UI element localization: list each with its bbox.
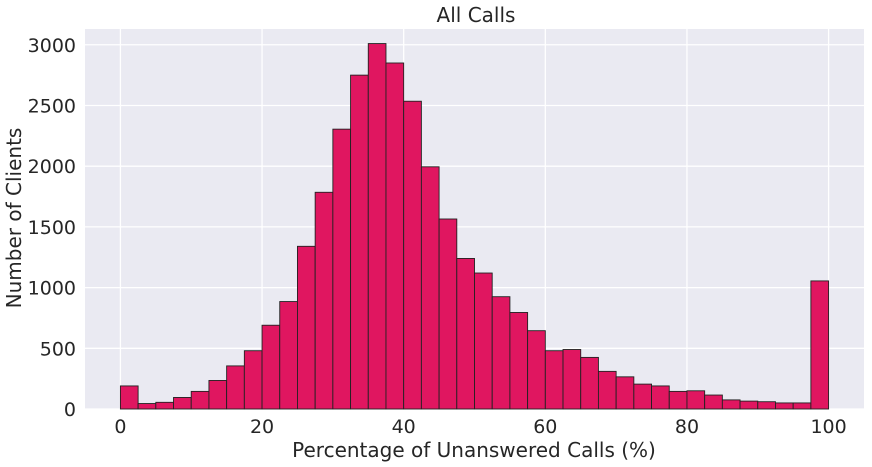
histogram-bar	[491, 296, 511, 410]
histogram-bar	[562, 349, 582, 410]
histogram-bar	[279, 301, 298, 410]
histogram-bar	[190, 390, 210, 410]
histogram-bar	[739, 400, 759, 410]
histogram-bar	[385, 62, 405, 410]
histogram-bar	[403, 100, 422, 410]
histogram-bar	[668, 390, 688, 410]
y-axis-ticks: 0 500 1000 1500 2000 2500 3000	[28, 35, 76, 421]
histogram-bar	[792, 402, 812, 410]
y-tick-label: 3000	[28, 35, 76, 57]
histogram-bar	[633, 383, 652, 410]
histogram-bar	[243, 350, 263, 410]
histogram-bar	[721, 399, 741, 410]
x-tick-label: 40	[392, 416, 416, 438]
histogram-bar	[775, 402, 794, 410]
y-axis-title: Number of Clients	[2, 128, 26, 309]
histogram-bar	[226, 365, 245, 410]
y-tick-label: 1000	[28, 278, 76, 300]
histogram-bar	[332, 128, 352, 410]
histogram-bar	[119, 385, 139, 410]
histogram-bar	[757, 401, 776, 410]
y-tick-label: 2500	[28, 95, 76, 117]
histogram-bar	[314, 191, 334, 410]
y-tick-label: 500	[40, 338, 76, 360]
x-tick-label: 0	[114, 416, 126, 438]
histogram-bar	[651, 385, 670, 410]
x-axis-ticks: 0 20 40 60 80 100	[114, 416, 846, 438]
x-tick-label: 60	[533, 416, 557, 438]
y-tick-label: 0	[64, 399, 76, 421]
histogram-bar	[597, 370, 617, 410]
x-tick-label: 20	[250, 416, 274, 438]
histogram-bar	[580, 356, 599, 410]
x-axis-title: Percentage of Unanswered Calls (%)	[292, 438, 656, 462]
histogram-bar	[438, 218, 458, 410]
histogram-bar	[810, 280, 830, 410]
histogram-bar	[367, 43, 387, 410]
bars	[119, 43, 830, 410]
y-tick-label: 2000	[28, 156, 76, 178]
y-tick-label: 1500	[28, 217, 76, 239]
histogram-bar	[155, 401, 174, 410]
histogram-bar	[173, 397, 192, 410]
histogram-bar	[350, 74, 369, 410]
histogram-bar	[208, 380, 228, 410]
histogram-bar	[509, 312, 529, 410]
histogram-bar	[261, 324, 281, 410]
histogram-bar	[297, 245, 316, 410]
histogram-bar	[686, 390, 706, 410]
chart-title: All Calls	[437, 3, 516, 27]
histogram-bar	[544, 350, 564, 410]
histogram-bar	[137, 403, 157, 410]
histogram-bar	[615, 376, 635, 410]
histogram-bar	[704, 394, 723, 410]
x-tick-label: 80	[675, 416, 699, 438]
histogram-bar	[527, 330, 546, 410]
histogram-bar	[474, 272, 493, 410]
x-tick-label: 100	[810, 416, 846, 438]
histogram-bar	[420, 166, 440, 410]
histogram-bar	[456, 258, 475, 410]
